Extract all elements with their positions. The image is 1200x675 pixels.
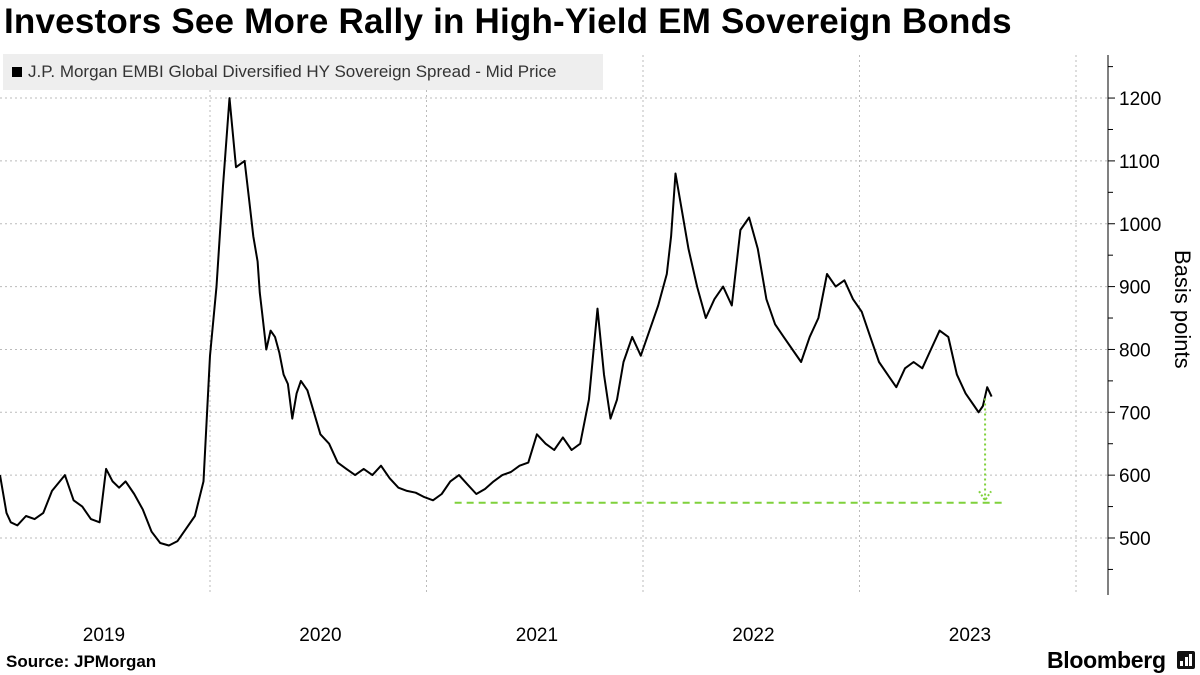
x-tick-label: 2023 (949, 625, 991, 646)
y-tick-label: 1100 (1119, 152, 1160, 173)
y-tick-label: 500 (1119, 529, 1151, 550)
legend: J.P. Morgan EMBI Global Diversified HY S… (3, 54, 603, 90)
y-tick-label: 800 (1119, 340, 1151, 361)
brand-logo: Bloomberg (1047, 647, 1166, 673)
gridlines (0, 55, 1108, 595)
legend-label: J.P. Morgan EMBI Global Diversified HY S… (28, 62, 557, 81)
x-tick-label: 2020 (299, 625, 341, 646)
x-tick-label: 2021 (516, 625, 558, 646)
y-tick-label: 600 (1119, 466, 1151, 487)
x-tick-label: 2019 (83, 625, 125, 646)
x-tick-label: 2022 (732, 625, 774, 646)
series-line (0, 97, 993, 547)
y-axis-title: Basis points (1170, 250, 1195, 369)
y-tick-label: 1000 (1119, 215, 1161, 236)
annotations (454, 398, 1003, 504)
chart-title: Investors See More Rally in High-Yield E… (4, 2, 1012, 41)
y-tick-label: 900 (1119, 278, 1151, 299)
source-note: Source: JPMorgan (6, 652, 157, 671)
bar-chart-icon (1177, 651, 1195, 669)
downside-arrow-head (978, 490, 992, 503)
legend-swatch (12, 67, 22, 77)
axes: 500 600 700 800 900 1000 1100 1200 2019 2020 2021 2… (83, 55, 1195, 646)
series-layer (0, 97, 993, 547)
y-tick-label: 1200 (1119, 89, 1161, 110)
y-tick-label: 700 (1119, 403, 1151, 424)
